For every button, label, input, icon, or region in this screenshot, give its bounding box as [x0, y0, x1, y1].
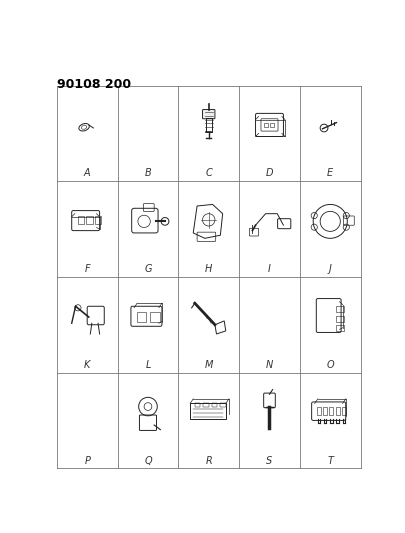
Bar	[86, 216, 93, 224]
Text: S: S	[266, 456, 273, 465]
Text: B: B	[145, 168, 151, 179]
FancyBboxPatch shape	[202, 110, 215, 119]
Text: T: T	[327, 456, 333, 465]
Text: H: H	[205, 264, 212, 274]
Bar	[95, 216, 101, 224]
Bar	[317, 407, 321, 415]
Bar	[195, 403, 200, 407]
Bar	[212, 403, 217, 407]
Text: O: O	[326, 360, 334, 370]
Bar	[323, 407, 327, 415]
Text: A: A	[84, 168, 91, 179]
Text: J: J	[329, 264, 332, 274]
Text: G: G	[144, 264, 152, 274]
Bar	[337, 325, 344, 331]
Text: Q: Q	[144, 456, 152, 465]
Bar	[264, 123, 268, 127]
Bar	[78, 216, 84, 224]
Bar	[203, 403, 209, 407]
Bar	[330, 407, 333, 415]
Bar	[137, 312, 147, 322]
Bar	[336, 407, 339, 415]
Text: E: E	[327, 168, 333, 179]
Text: D: D	[266, 168, 273, 179]
Bar	[342, 407, 346, 415]
Text: L: L	[145, 360, 151, 370]
Bar	[150, 312, 160, 322]
Text: K: K	[84, 360, 90, 370]
Text: M: M	[205, 360, 213, 370]
Text: 90108 200: 90108 200	[57, 78, 131, 91]
Text: F: F	[84, 264, 90, 274]
Text: C: C	[205, 168, 212, 179]
Bar	[270, 123, 274, 127]
Bar	[220, 403, 226, 407]
Bar	[337, 306, 344, 312]
Bar	[337, 316, 344, 322]
Text: R: R	[205, 456, 212, 465]
Text: N: N	[266, 360, 273, 370]
Text: P: P	[84, 456, 90, 465]
Text: I: I	[268, 264, 271, 274]
